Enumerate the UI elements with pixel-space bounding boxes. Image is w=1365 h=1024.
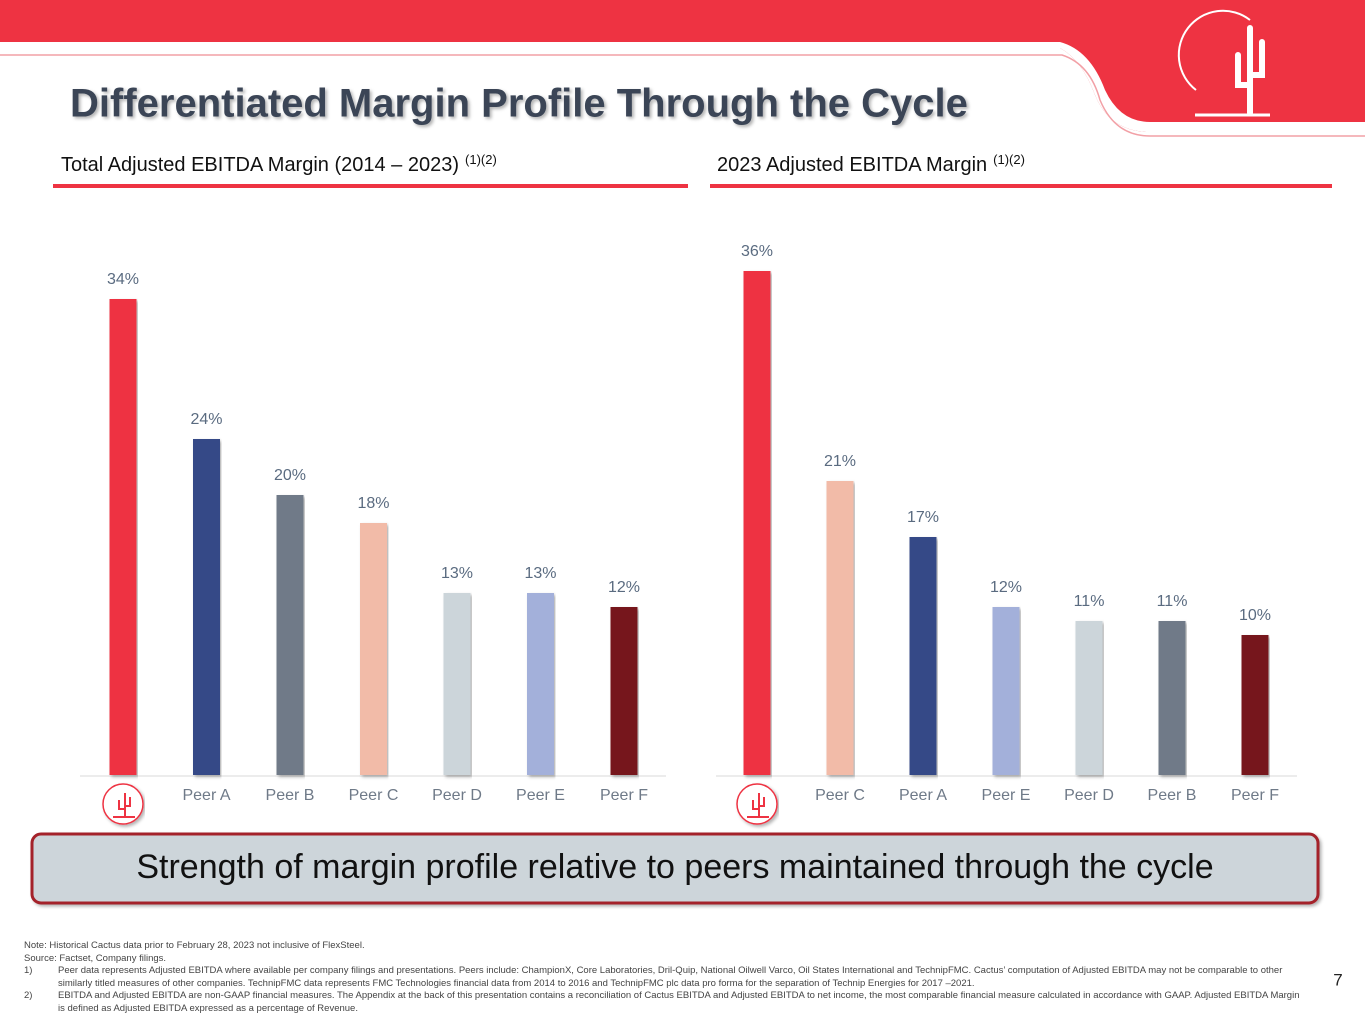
x-tick-label: Peer C [815,787,865,804]
x-tick-label: Peer C [349,787,399,804]
value-label: 34% [107,271,139,288]
footnote-text: EBITDA and Adjusted EBITDA are non-GAAP … [58,990,1300,1014]
value-label: 18% [357,495,389,512]
bar [109,299,137,775]
bar [1075,621,1103,775]
footnotes: Note: Historical Cactus data prior to Fe… [24,940,1304,1015]
value-label: 36% [741,243,773,260]
x-tick-label: Peer A [899,787,947,804]
value-label: 12% [990,579,1022,596]
chart-title-note: (1)(2) [993,152,1025,167]
footnote: 2) EBITDA and Adjusted EBITDA are non-GAA… [24,990,1304,1015]
chart-title-text: 2023 Adjusted EBITDA Margin [717,154,987,176]
category-logo [102,783,144,825]
bar [360,523,387,775]
bar [909,537,937,775]
value-label: 13% [524,565,556,582]
footnote-marker: 2) [24,990,33,1001]
chart-title: 2023 Adjusted EBITDA Margin (1)(2) [717,152,1025,176]
category-logo [736,783,778,825]
x-tick-label: Peer E [516,787,565,804]
callout-text: Strength of margin profile relative to p… [136,848,1213,886]
value-label: 17% [907,509,939,526]
logo-ring [102,783,144,825]
bar [1158,621,1186,775]
bar [276,495,304,775]
x-tick-label: Peer A [182,787,230,804]
section-rule [53,184,688,188]
footnote-marker: 1) [24,965,33,976]
chart-title: Total Adjusted EBITDA Margin (2014 – 202… [61,152,497,176]
note: Note: Historical Cactus data prior to Fe… [24,940,365,951]
value-label: 11% [1157,593,1188,610]
value-label: 21% [824,453,856,470]
x-tick-label: Peer B [266,787,315,804]
header-band [0,0,1365,132]
footnote: 1) Peer data represents Adjusted EBITDA w… [24,965,1304,990]
callout-box [30,832,1320,905]
source: Source: Factset, Company filings. [24,952,167,964]
x-tick-label: Peer B [1148,787,1197,804]
bar [826,481,854,775]
header-curve [0,42,1365,132]
bar [992,607,1020,775]
bar [443,593,471,775]
bar [527,593,554,775]
logo-ring [736,783,778,825]
slide-title: Differentiated Margin Profile Through th… [70,82,968,126]
logo-cactus [747,793,769,818]
section-rule [710,184,1332,188]
chart-title-text: Total Adjusted EBITDA Margin (2014 – 202… [61,154,459,176]
footnote-text: Peer data represents Adjusted EBITDA whe… [58,965,1283,989]
value-label: 13% [441,565,473,582]
value-label: 11% [1074,593,1105,610]
value-label: 10% [1239,607,1271,624]
value-label: 12% [608,579,640,596]
x-tick-label: Peer E [982,787,1031,804]
logo [1177,9,1270,117]
bar [743,271,771,775]
x-tick-label: Peer D [1064,787,1114,804]
logo-cactus [113,793,135,818]
x-tick-label: Peer F [600,787,648,804]
bar [1241,635,1269,775]
value-label: 24% [190,411,222,428]
bar [610,607,638,775]
bar [193,439,220,775]
page-number: 7 [1333,970,1342,989]
chart-title-note: (1)(2) [465,152,497,167]
value-label: 20% [274,467,306,484]
x-tick-label: Peer D [432,787,482,804]
x-tick-label: Peer F [1231,787,1279,804]
header-line [0,54,1365,137]
